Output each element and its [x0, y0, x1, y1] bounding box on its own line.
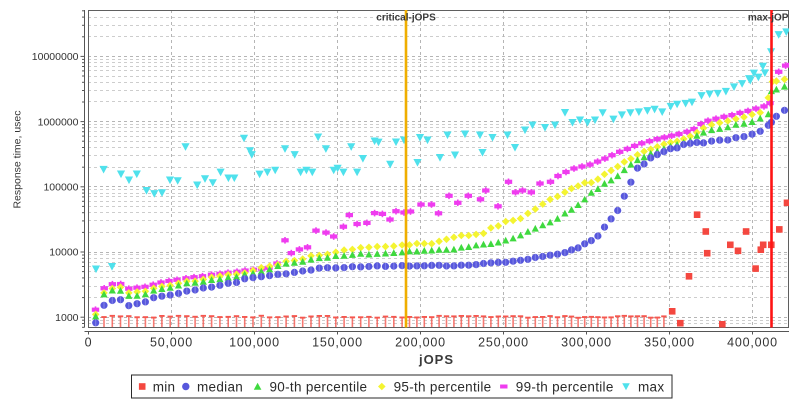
svg-text:100000: 100000: [43, 182, 78, 194]
svg-text:90-th percentile: 90-th percentile: [270, 379, 368, 394]
svg-text:350,000: 350,000: [644, 336, 695, 350]
svg-text:99-th percentile: 99-th percentile: [516, 379, 614, 394]
svg-text:300,000: 300,000: [561, 336, 612, 350]
svg-text:Response time, usec: Response time, usec: [12, 110, 24, 208]
svg-text:critical-jOPS: critical-jOPS: [376, 13, 436, 24]
svg-text:min: min: [153, 379, 176, 394]
svg-text:1000000: 1000000: [38, 116, 79, 128]
svg-text:250,000: 250,000: [478, 336, 529, 350]
svg-text:max-jOPS: max-jOPS: [748, 13, 796, 24]
svg-text:max: max: [638, 379, 664, 394]
svg-text:50,000: 50,000: [150, 336, 193, 350]
svg-text:200,000: 200,000: [395, 336, 446, 350]
svg-text:median: median: [197, 379, 243, 394]
svg-text:jOPS: jOPS: [418, 352, 454, 367]
svg-text:95-th percentile: 95-th percentile: [394, 379, 492, 394]
svg-text:10000: 10000: [49, 247, 78, 259]
svg-text:0: 0: [85, 336, 93, 350]
svg-text:1000: 1000: [55, 312, 79, 324]
svg-text:10000000: 10000000: [32, 51, 79, 63]
svg-text:400,000: 400,000: [727, 336, 778, 350]
svg-text:100,000: 100,000: [229, 336, 280, 350]
svg-text:150,000: 150,000: [312, 336, 363, 350]
